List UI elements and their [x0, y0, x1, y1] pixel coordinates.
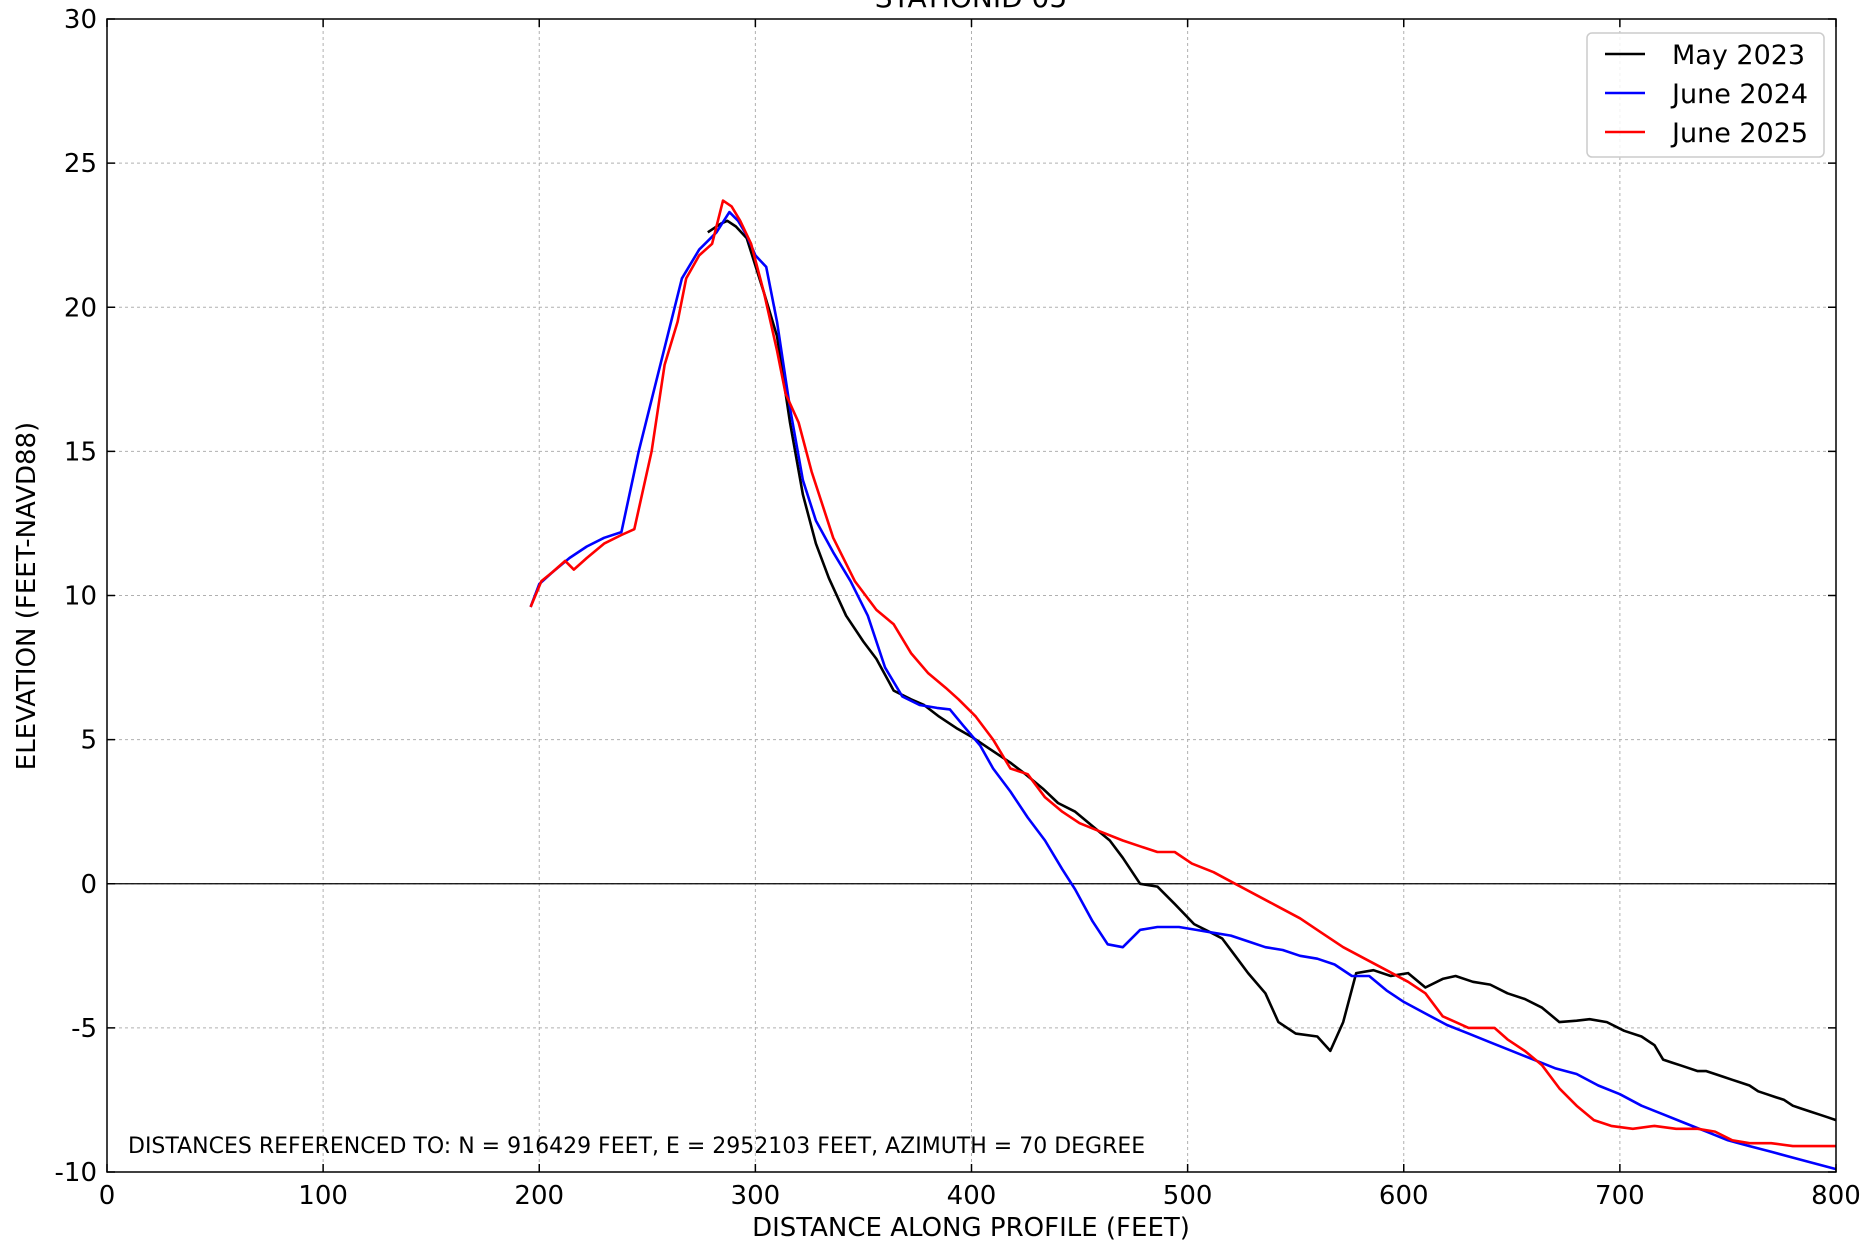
- series-layer: [529, 199, 1837, 1171]
- x-tick-label: 500: [1163, 1181, 1213, 1211]
- y-tick-label: 30: [64, 5, 97, 35]
- x-tick-label: 600: [1379, 1181, 1429, 1211]
- ticks: [106, 18, 1837, 1173]
- x-tick-label: 100: [298, 1181, 348, 1211]
- series-line-2: [529, 210, 1837, 1171]
- reference-annotation: DISTANCES REFERENCED TO: N = 916429 FEET…: [128, 1134, 1145, 1159]
- legend-label-1: May 2023: [1672, 40, 1805, 71]
- y-tick-label: 25: [64, 149, 97, 179]
- chart-title: STATIONID 05: [875, 0, 1067, 14]
- y-tick-label: 20: [64, 293, 97, 323]
- x-tick-label: 300: [731, 1181, 781, 1211]
- grid: [107, 19, 1836, 1172]
- y-tick-label: -5: [71, 1014, 97, 1044]
- y-axis-label: ELEVATION (FEET-NAVD88): [12, 422, 42, 770]
- x-tick-label: 0: [99, 1181, 116, 1211]
- x-axis-label: DISTANCE ALONG PROFILE (FEET): [752, 1213, 1190, 1243]
- y-tick-label: 15: [64, 437, 97, 467]
- y-tick-label: 5: [80, 726, 97, 756]
- series-line-3: [529, 199, 1836, 1148]
- legend-label-3: June 2025: [1670, 118, 1808, 149]
- y-tick-label: -10: [55, 1158, 97, 1188]
- legend: May 2023 June 2024 June 2025: [1586, 32, 1825, 158]
- x-tick-label: 800: [1811, 1181, 1861, 1211]
- legend-box: [1586, 32, 1825, 158]
- x-tick-label: 400: [947, 1181, 997, 1211]
- legend-label-2: June 2024: [1670, 79, 1808, 110]
- tick-labels: 0 100 200 300 400 500 600 700 800 -10 -5 0 5 10 15 20 25…: [55, 5, 1861, 1211]
- y-tick-label: 0: [80, 870, 97, 900]
- x-tick-label: 700: [1595, 1181, 1645, 1211]
- series-line-1: [707, 219, 1837, 1122]
- y-tick-label: 10: [64, 582, 97, 612]
- x-tick-label: 200: [514, 1181, 564, 1211]
